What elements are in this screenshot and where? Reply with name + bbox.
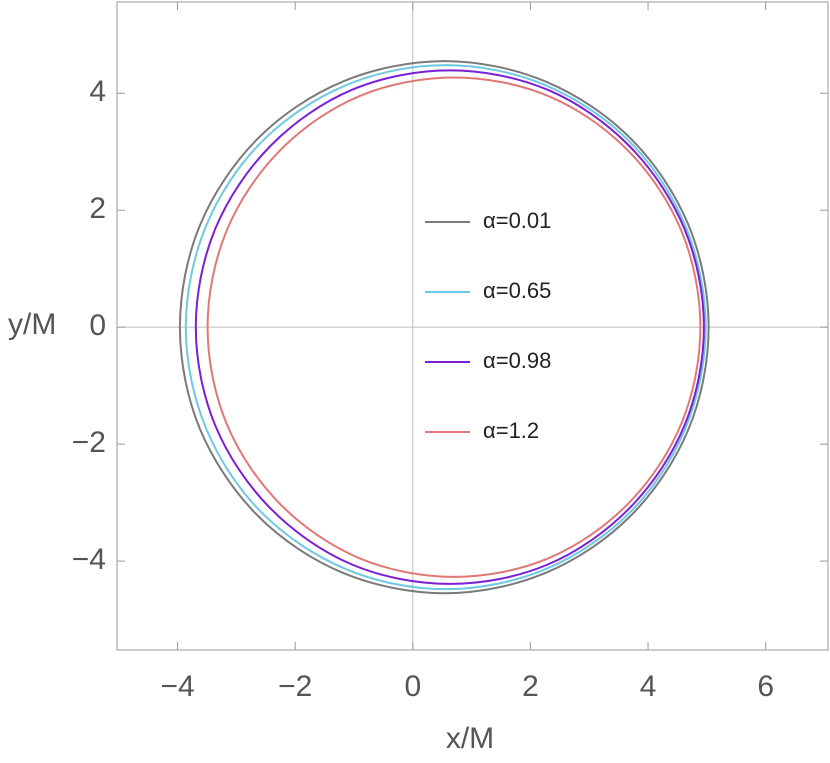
y-tick-label: 0: [89, 309, 106, 342]
y-tick-label: 2: [89, 192, 106, 225]
y-tick-label: −2: [72, 426, 106, 459]
shadow-curve: [206, 76, 702, 578]
shadow-curve: [194, 69, 705, 585]
shadow-curve: [178, 60, 710, 595]
plot-frame: [116, 1, 829, 651]
x-tick-label: 4: [640, 670, 657, 703]
shadow-curve: [184, 64, 707, 591]
y-axis-label: y/M: [8, 308, 56, 341]
y-tick-label: −4: [72, 543, 106, 576]
y-tick-label: 4: [89, 75, 106, 108]
x-tick-label: −2: [278, 670, 312, 703]
legend-label: α=0.65: [483, 278, 551, 303]
x-tick-label: 2: [522, 670, 539, 703]
x-tick-label: 0: [404, 670, 421, 703]
legend-label: α=0.01: [483, 208, 551, 233]
x-tick-label: −4: [160, 670, 194, 703]
legend-label: α=1.2: [483, 418, 539, 443]
x-tick-label: 6: [757, 670, 774, 703]
x-axis-label: x/M: [446, 722, 494, 755]
legend-label: α=0.98: [483, 348, 551, 373]
